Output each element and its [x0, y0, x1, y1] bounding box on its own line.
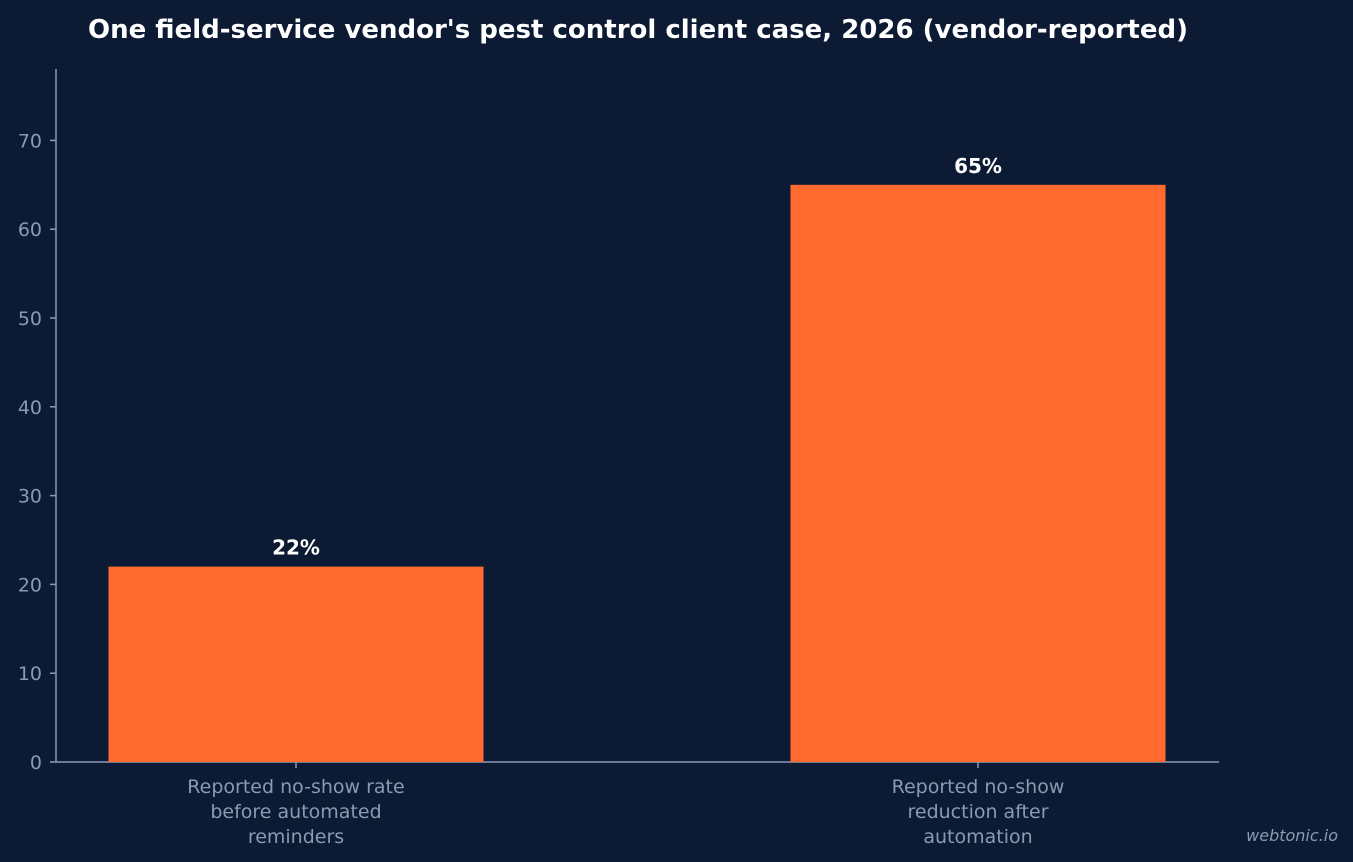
bar: [108, 566, 484, 762]
category-label-line: reminders: [248, 826, 344, 848]
y-tick-label: 0: [30, 752, 42, 774]
y-tick-label: 70: [18, 130, 42, 152]
chart-title: One field-service vendor's pest control …: [88, 15, 1188, 45]
value-labels: 22% 65%: [272, 154, 1002, 560]
y-tick-label: 30: [18, 486, 42, 508]
bar: [790, 184, 1166, 763]
category-label: Reported no-show rate before automated rem…: [187, 776, 404, 848]
category-labels: Reported no-show rate before automated rem…: [187, 776, 1064, 848]
x-axis: [56, 761, 1219, 768]
bar-value-label: 22%: [272, 536, 320, 560]
category-label-line: before automated: [210, 801, 381, 823]
category-label-line: automation: [923, 826, 1032, 848]
bar-value-label: 65%: [954, 154, 1002, 178]
category-label-line: Reported no-show rate: [187, 776, 404, 798]
y-tick-label: 50: [18, 308, 42, 330]
category-label-line: reduction after: [907, 801, 1048, 823]
category-label-line: Reported no-show: [892, 776, 1065, 798]
y-tick-label: 60: [18, 219, 42, 241]
y-tick-label: 10: [18, 663, 42, 685]
watermark-text: webtonic.io: [1246, 826, 1338, 845]
y-tick-label: 40: [18, 397, 42, 419]
y-tick-label: 20: [18, 574, 42, 596]
y-axis: 0 10 20 30 40 50 60 70: [18, 69, 57, 774]
bars: [108, 184, 1166, 763]
category-label: Reported no-show reduction after automatio…: [892, 776, 1065, 848]
